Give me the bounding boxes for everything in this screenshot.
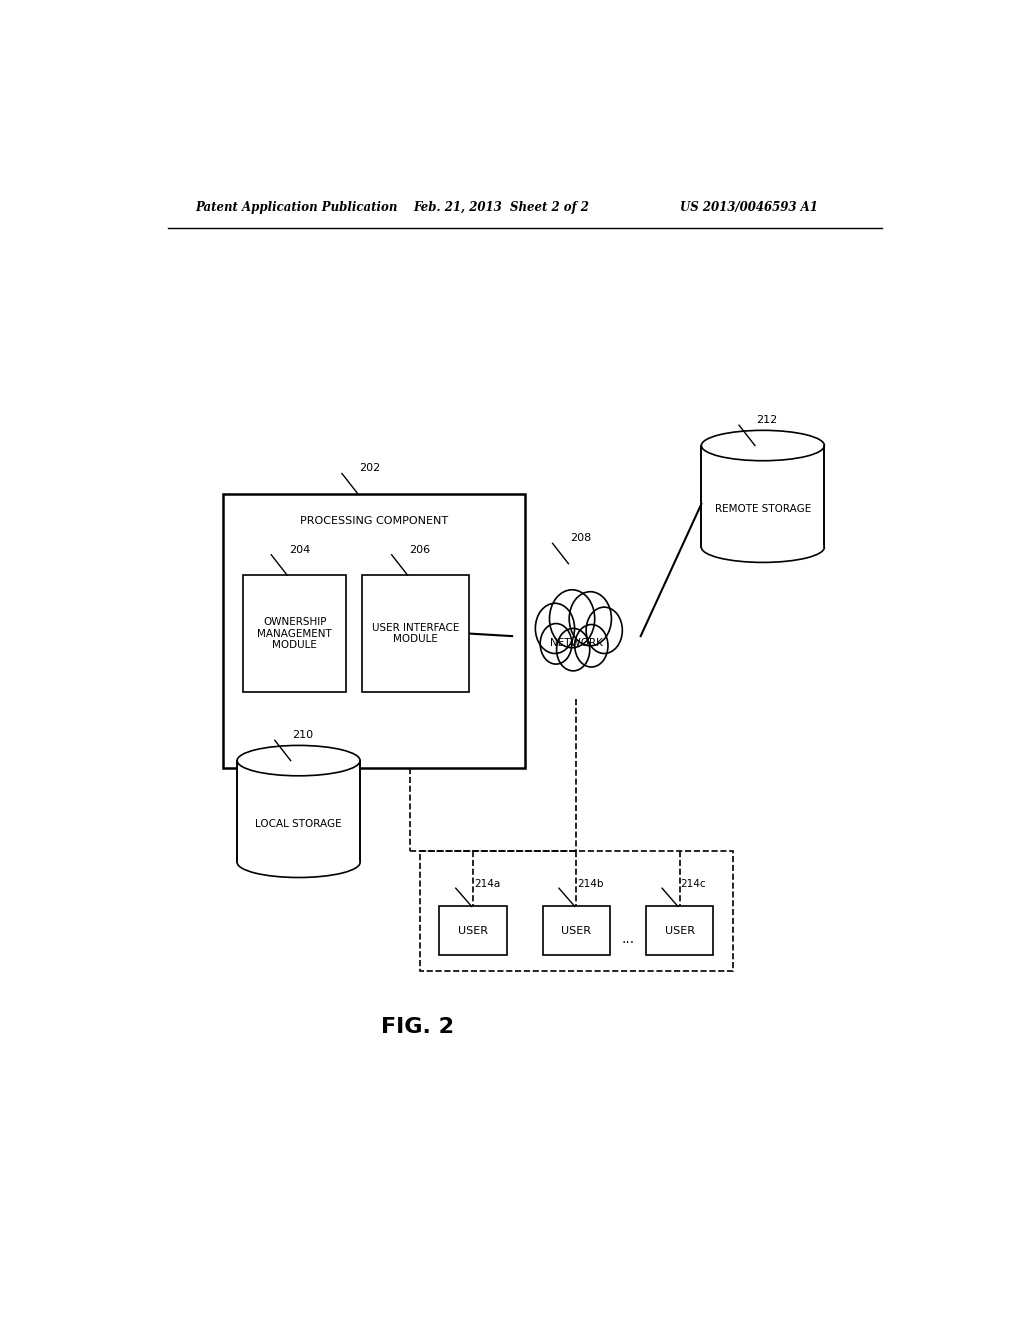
Circle shape [586,607,623,653]
Circle shape [536,603,574,653]
Polygon shape [238,760,360,862]
Text: USER: USER [458,925,488,936]
Bar [223,494,525,768]
Text: NETWORK: NETWORK [550,638,603,648]
Bar [646,907,714,956]
Ellipse shape [238,847,360,878]
Polygon shape [701,446,824,548]
Text: 204: 204 [289,545,310,554]
Ellipse shape [701,430,824,461]
Text: Patent Application Publication: Patent Application Publication [196,201,398,214]
Ellipse shape [701,532,824,562]
Text: 212: 212 [757,414,778,425]
Text: ...: ... [622,932,635,946]
Circle shape [569,591,611,645]
Circle shape [550,590,595,648]
Text: 214c: 214c [680,879,706,890]
Text: LOCAL STORAGE: LOCAL STORAGE [255,820,342,829]
Ellipse shape [238,746,360,776]
Text: US 2013/0046593 A1: US 2013/0046593 A1 [680,201,817,214]
Bar [543,907,610,956]
Text: 214b: 214b [578,879,604,890]
Text: 214a: 214a [474,879,501,890]
Text: OWNERSHIP
MANAGEMENT
MODULE: OWNERSHIP MANAGEMENT MODULE [257,616,332,651]
Text: PROCESSING COMPONENT: PROCESSING COMPONENT [300,516,449,527]
Text: 210: 210 [292,730,313,741]
Text: REMOTE STORAGE: REMOTE STORAGE [715,504,811,513]
Text: 208: 208 [570,533,591,544]
Text: 202: 202 [359,463,381,474]
Circle shape [557,628,590,671]
Bar [243,576,346,692]
Bar [362,576,469,692]
Bar [439,907,507,956]
Circle shape [574,624,608,667]
Text: 206: 206 [410,545,430,554]
Text: Feb. 21, 2013  Sheet 2 of 2: Feb. 21, 2013 Sheet 2 of 2 [414,201,590,214]
Text: USER: USER [561,925,592,936]
Text: FIG. 2: FIG. 2 [381,1018,455,1038]
Text: USER INTERFACE
MODULE: USER INTERFACE MODULE [372,623,460,644]
Text: USER: USER [665,925,694,936]
Circle shape [541,623,571,664]
